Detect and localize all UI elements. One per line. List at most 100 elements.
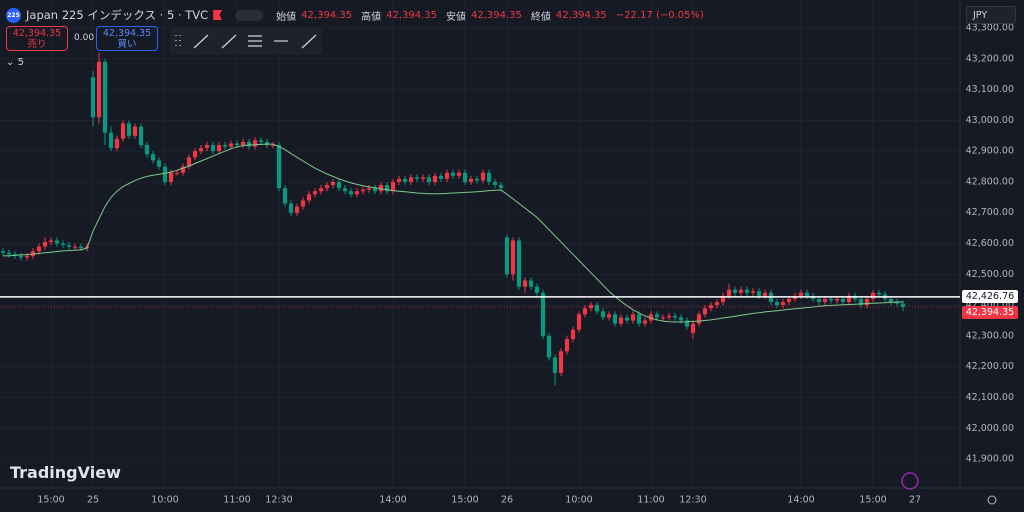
candle-body xyxy=(360,189,366,192)
candle-body xyxy=(780,302,786,306)
flag-icon[interactable] xyxy=(213,10,223,20)
interval[interactable]: ⌄ 5 xyxy=(6,57,24,68)
symbol-title[interactable]: Japan 225 インデックス · 5 · TVC xyxy=(26,8,209,22)
candle-body xyxy=(558,351,564,373)
ohlc-value: 42,394.35 xyxy=(301,9,353,21)
candle-body xyxy=(552,357,558,373)
y-tick-label: 42,900.00 xyxy=(966,146,1014,157)
y-tick-label: 42,700.00 xyxy=(966,207,1014,218)
candle-body xyxy=(744,289,750,293)
candle-body xyxy=(66,245,72,247)
candle-body xyxy=(6,252,12,255)
spark-icon[interactable] xyxy=(901,472,919,490)
candle-body xyxy=(516,240,522,287)
x-tick-label: 25 xyxy=(87,495,99,506)
settings-icon[interactable] xyxy=(987,495,997,505)
change: −22.17 (−0.05%) xyxy=(615,9,704,21)
candle-body xyxy=(48,240,54,242)
sell-button[interactable]: 42,394.35 売り xyxy=(6,26,68,51)
buy-label: 買い xyxy=(117,39,137,50)
candle-body xyxy=(366,188,372,190)
candle-body xyxy=(60,243,66,246)
buy-button[interactable]: 42,394.35 買い xyxy=(96,26,158,51)
candle-body xyxy=(210,145,216,152)
candle-body xyxy=(822,298,828,303)
symbol-icon: 225 xyxy=(6,7,21,23)
candle-body xyxy=(714,302,720,306)
candle-body xyxy=(546,335,552,358)
candle-body xyxy=(408,177,414,182)
candle-body xyxy=(864,298,870,306)
candle-body xyxy=(576,314,582,330)
candle-body xyxy=(702,308,708,315)
y-tick-label: 42,100.00 xyxy=(966,392,1014,403)
x-tick-label: 15:00 xyxy=(37,495,64,506)
y-tick-label: 43,200.00 xyxy=(966,53,1014,64)
candle-body xyxy=(246,141,252,147)
candle-body xyxy=(900,303,906,307)
candle-body xyxy=(762,292,768,296)
candle-body xyxy=(648,314,654,321)
buy-price: 42,394.35 xyxy=(102,28,152,39)
ohlc-value: 42,394.35 xyxy=(470,9,522,21)
trend-line-tool[interactable] xyxy=(193,34,209,49)
candle-body xyxy=(510,240,516,275)
candle-body xyxy=(156,160,162,167)
candle-body xyxy=(696,314,702,324)
candle-body xyxy=(24,255,30,258)
candle-body xyxy=(390,181,396,192)
candle-body xyxy=(324,185,330,189)
candle-body xyxy=(150,154,156,161)
y-tick-label: 41,900.00 xyxy=(966,454,1014,465)
ohlc-key: 高値 xyxy=(361,11,382,23)
spread: 0.00 xyxy=(74,33,95,43)
candle-body xyxy=(180,166,186,173)
x-tick-label: 14:00 xyxy=(379,495,406,506)
candle-body xyxy=(816,298,822,303)
candle-body xyxy=(288,203,294,213)
candle-body xyxy=(774,302,780,306)
grip[interactable] xyxy=(175,35,181,46)
x-tick-label: 27 xyxy=(909,495,921,506)
y-tick-label: 43,000.00 xyxy=(966,115,1014,126)
candle-body xyxy=(804,292,810,296)
x-tick-label: 12:30 xyxy=(679,495,706,506)
y-tick-label: 42,000.00 xyxy=(966,423,1014,434)
candle-body xyxy=(258,140,264,142)
fib-tool[interactable] xyxy=(248,35,262,47)
ohlc-key: 終値 xyxy=(530,11,551,23)
extended-line-tool[interactable] xyxy=(301,34,317,49)
candle-body xyxy=(894,302,900,304)
candle-body xyxy=(870,292,876,299)
x-tick-label: 14:00 xyxy=(787,495,814,506)
candle-body xyxy=(300,200,306,207)
currency-selector[interactable]: JPY xyxy=(966,6,1016,24)
candle-body xyxy=(228,143,234,147)
candle-body xyxy=(624,317,630,321)
candle-body xyxy=(420,177,426,179)
candle-body xyxy=(330,181,336,186)
candle-body xyxy=(162,166,168,182)
candle-body xyxy=(654,314,660,318)
candle-body xyxy=(612,314,618,324)
candle-body xyxy=(186,157,192,167)
candle-body xyxy=(720,295,726,303)
candle-body xyxy=(342,188,348,192)
candle-body xyxy=(276,145,282,189)
y-tick-label: 43,300.00 xyxy=(966,23,1014,34)
x-tick-label: 10:00 xyxy=(151,495,178,506)
ray-tool[interactable] xyxy=(221,34,237,49)
sell-label: 売り xyxy=(27,39,47,50)
candle-body xyxy=(630,314,636,321)
toggle[interactable] xyxy=(235,9,264,21)
candle-body xyxy=(90,77,96,118)
candle-body xyxy=(36,246,42,252)
candle-body xyxy=(606,314,612,318)
candle-body xyxy=(570,329,576,339)
candle-body xyxy=(198,148,204,152)
candle-body xyxy=(594,305,600,312)
candle-body xyxy=(876,292,882,295)
candle-body xyxy=(432,175,438,182)
candle-body xyxy=(600,311,606,318)
